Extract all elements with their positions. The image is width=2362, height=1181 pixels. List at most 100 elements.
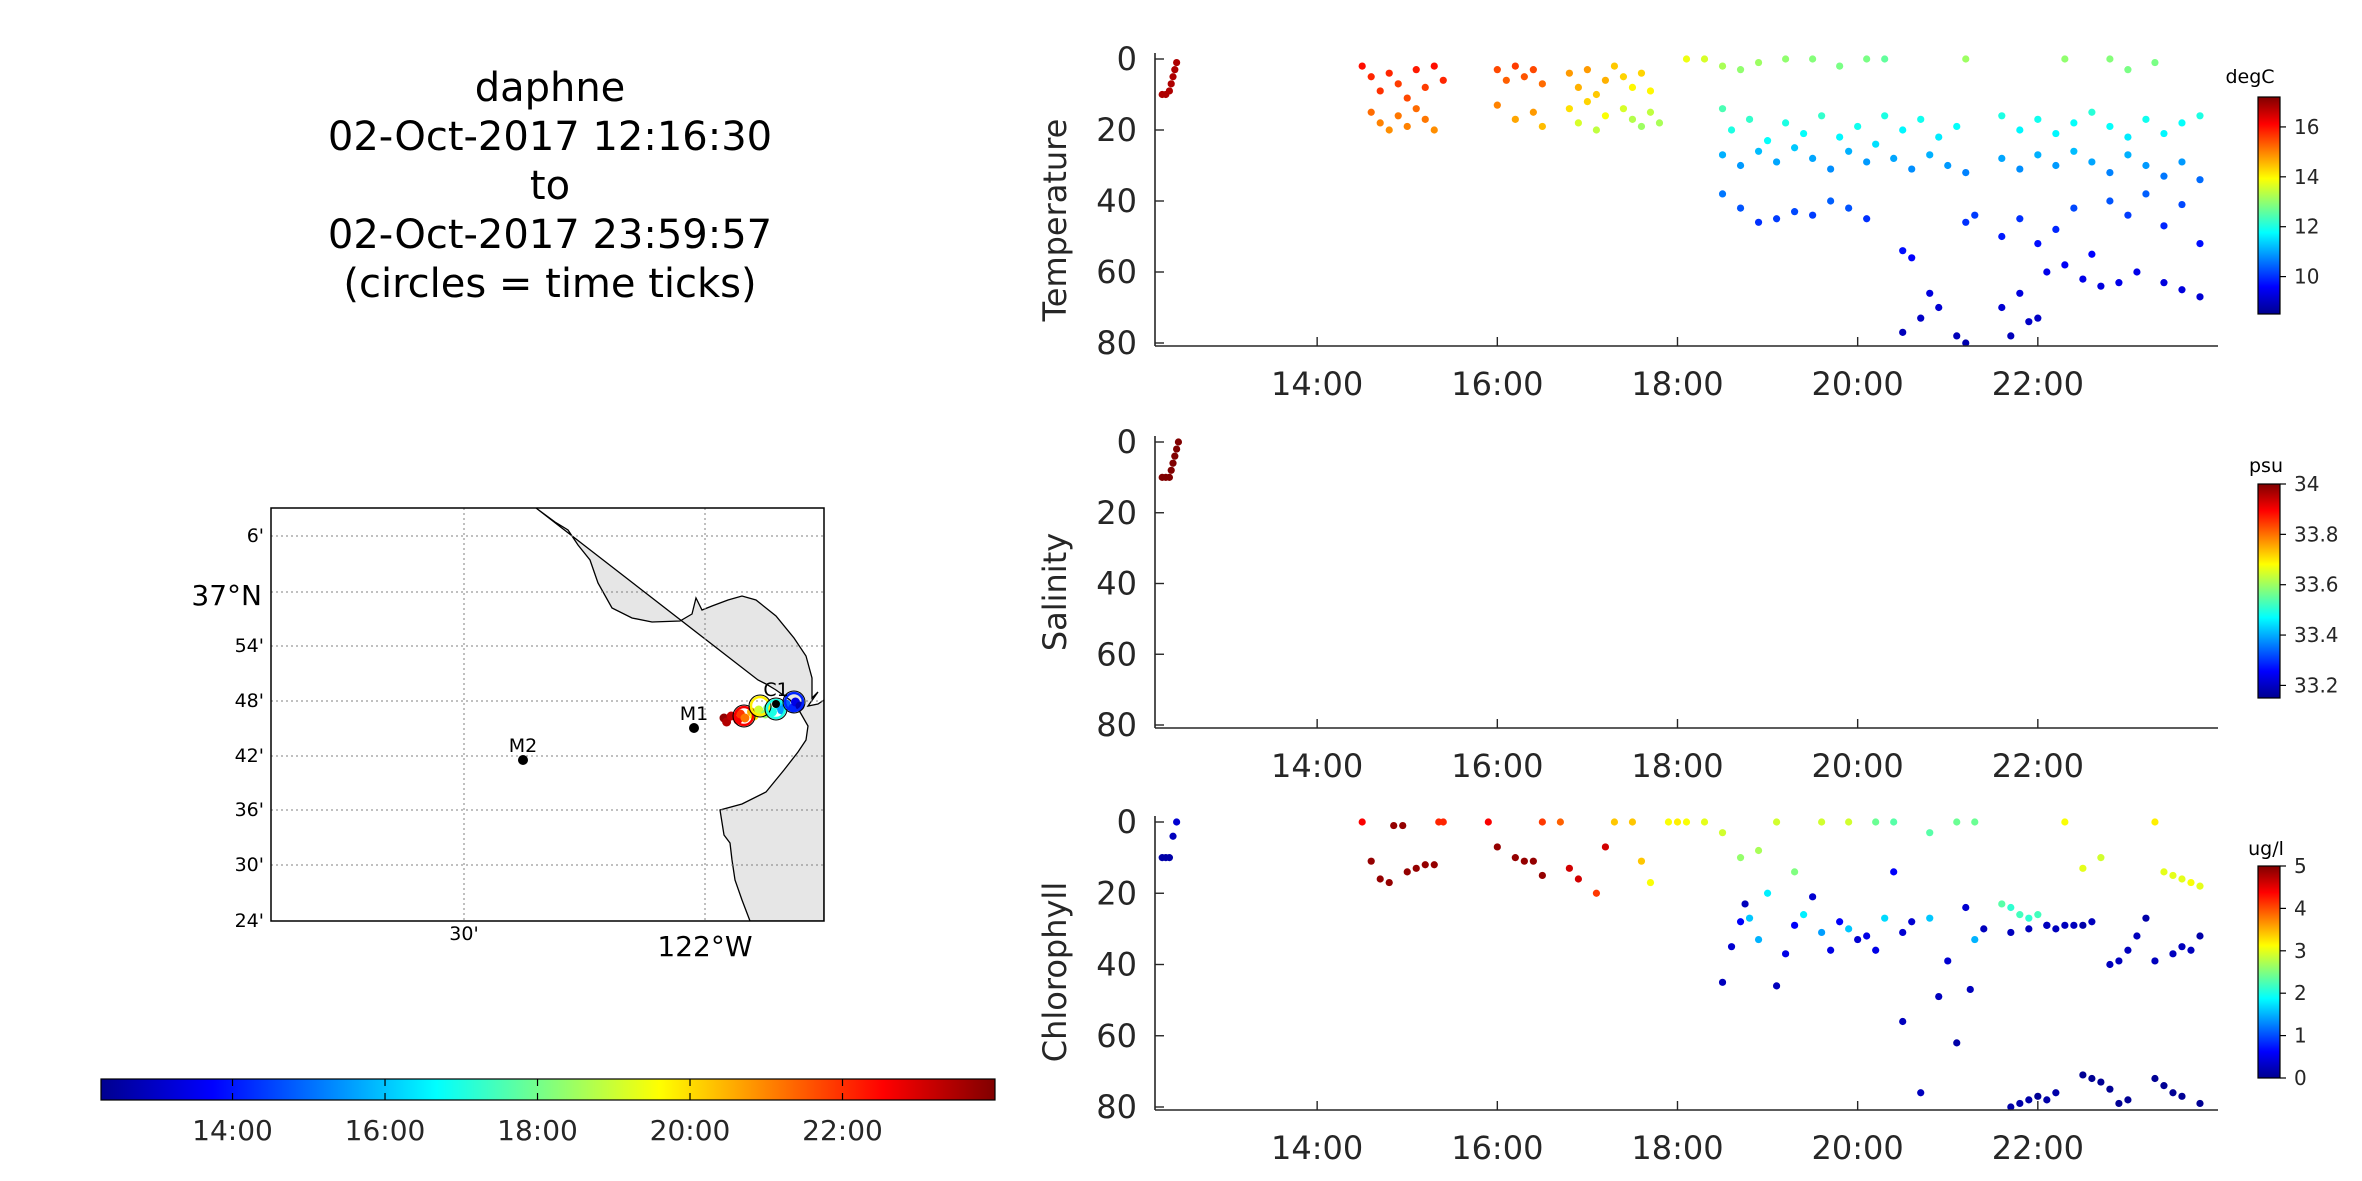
data-point	[1439, 818, 1447, 826]
data-point	[1367, 73, 1375, 81]
data-point	[1809, 154, 1817, 162]
data-point	[1171, 452, 1179, 460]
data-point	[1800, 911, 1808, 919]
data-point	[1791, 868, 1799, 876]
data-point	[1899, 328, 1907, 336]
data-point	[2061, 55, 2069, 63]
time-colorbar-labels: 14:00 16:00 18:00 20:00 22:00	[192, 1114, 883, 1147]
data-point	[1619, 105, 1628, 113]
data-point	[1881, 55, 1889, 63]
data-point	[2016, 165, 2024, 173]
x-tick-label: 22:00	[1992, 365, 2084, 403]
data-point	[1917, 314, 1925, 322]
colorbar-tick-label: 34	[2294, 472, 2319, 496]
y-tick-label: 0	[1117, 40, 1137, 78]
map-lon-labels: 30' 122°W	[449, 923, 752, 963]
data-point	[1953, 332, 1961, 340]
y-tick-label: 80	[1096, 706, 1137, 744]
data-point	[1781, 55, 1790, 63]
data-point	[1908, 254, 1916, 262]
data-point	[2034, 240, 2042, 248]
data-point	[2196, 112, 2204, 120]
time-colorbar-label: 16:00	[345, 1114, 426, 1147]
data-point	[2079, 864, 2087, 872]
map-grid	[271, 508, 824, 921]
data-point	[2196, 176, 2204, 184]
x-tick-label: 18:00	[1631, 1129, 1723, 1167]
data-point	[1718, 829, 1727, 837]
data-point	[1899, 928, 1907, 937]
data-point	[2025, 914, 2033, 922]
temperature-axes: 0 20 40 60 80 14:00 16:00 18:00 20:00 22:00	[1096, 40, 2218, 403]
data-point	[1165, 473, 1174, 481]
colorbar-tick-label: 33.8	[2294, 522, 2339, 546]
data-point	[1421, 115, 1429, 123]
data-point	[1953, 122, 1961, 131]
data-point	[1646, 878, 1655, 887]
colorbar-tick-label: 16	[2294, 115, 2319, 139]
colorbar-tick-label: 2	[2294, 981, 2307, 1005]
data-point	[2178, 875, 2186, 883]
data-point	[1358, 62, 1366, 70]
temperature-units: degC	[2225, 66, 2274, 88]
data-point	[2088, 108, 2096, 116]
temperature-colorbar	[2257, 96, 2281, 315]
data-point	[2052, 161, 2060, 170]
location-map: 6' 37°N 54' 48' 42' 36' 30' 24' 30' 122°…	[191, 507, 825, 963]
title-line-note: (circles = time ticks)	[343, 261, 757, 307]
data-point	[1601, 112, 1610, 120]
data-point	[1890, 154, 1898, 162]
data-point	[1574, 119, 1582, 127]
data-point	[1520, 857, 1528, 865]
x-tick-label: 14:00	[1271, 365, 1363, 403]
data-point	[1881, 914, 1889, 922]
data-point	[1385, 878, 1393, 887]
data-point	[2178, 119, 2186, 127]
data-point	[2196, 882, 2204, 890]
colorbar-tick-label: 33.6	[2294, 573, 2339, 597]
data-point	[2151, 957, 2159, 965]
data-point	[1727, 943, 1736, 951]
data-point	[2124, 66, 2132, 74]
colorbar-tick-label: 14	[2294, 165, 2319, 189]
data-point	[1167, 80, 1175, 88]
data-point	[2142, 914, 2150, 922]
data-point	[1863, 932, 1871, 940]
data-point	[1971, 211, 1979, 219]
data-point	[1809, 55, 1817, 63]
data-point	[1962, 903, 1970, 912]
data-point	[1367, 857, 1375, 865]
data-point	[1169, 459, 1177, 467]
data-point	[1881, 112, 1889, 120]
time-colorbar-ticks	[231, 1079, 844, 1100]
data-point	[1872, 946, 1880, 954]
data-point	[1966, 985, 1974, 994]
data-point	[1655, 119, 1664, 127]
data-point	[1574, 875, 1582, 883]
data-point	[2178, 1092, 2186, 1100]
data-point	[2124, 151, 2132, 159]
data-point	[1367, 108, 1375, 116]
data-point	[1430, 126, 1438, 134]
data-point	[2025, 318, 2033, 326]
data-point	[1664, 818, 1673, 826]
data-point	[1601, 843, 1610, 851]
data-point	[1809, 893, 1817, 901]
data-point	[1610, 818, 1619, 826]
data-point	[1538, 818, 1546, 826]
colorbar-tick-label: 33.2	[2294, 673, 2339, 697]
map-lat-labels: 6' 37°N 54' 48' 42' 36' 30' 24'	[191, 525, 264, 932]
x-tick-label: 16:00	[1451, 1129, 1543, 1167]
data-point	[1385, 126, 1393, 134]
data-point	[1502, 76, 1510, 84]
salinity-points	[1158, 438, 1183, 481]
data-point	[2061, 261, 2069, 269]
data-point	[1772, 215, 1781, 223]
y-tick-label: 40	[1096, 565, 1137, 603]
data-point	[1818, 112, 1826, 120]
data-point	[1998, 303, 2006, 312]
data-point	[2142, 161, 2150, 170]
y-tick-label: 80	[1096, 1088, 1137, 1126]
data-point	[2160, 172, 2168, 180]
y-tick-label: 40	[1096, 946, 1137, 984]
